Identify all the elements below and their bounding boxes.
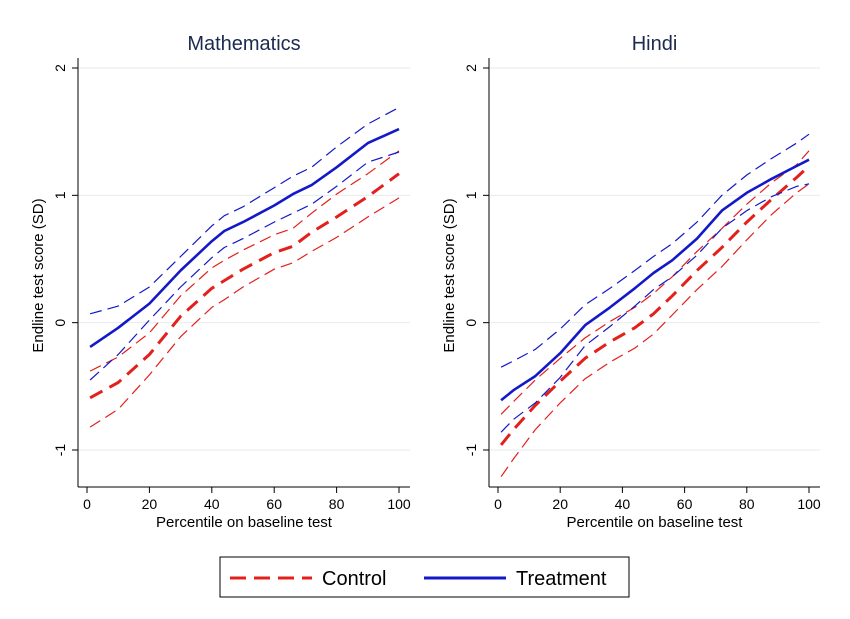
legend-label-control: Control	[322, 568, 386, 590]
y-tick-label: 2	[52, 64, 68, 72]
x-tick-label: 40	[204, 496, 220, 512]
x-tick-label: 100	[387, 496, 411, 512]
y-tick-label: 2	[463, 64, 479, 72]
legend-label-treatment: Treatment	[516, 568, 607, 590]
y-tick-label: -1	[463, 444, 479, 457]
x-tick-label: 20	[142, 496, 158, 512]
control-ci-band-line	[89, 150, 400, 372]
x-tick-label: 80	[739, 496, 755, 512]
treatment-ci-band-line	[500, 133, 810, 368]
control-line	[499, 164, 811, 446]
y-tick-label: 1	[463, 191, 479, 199]
treatment-ci-band-line	[500, 183, 810, 433]
control-ci-band-line	[500, 150, 810, 415]
y-axis-title: Endline test score (SD)	[441, 198, 458, 352]
x-tick-label: 100	[797, 496, 821, 512]
x-tick-label: 0	[494, 496, 502, 512]
treatment-ci-band-line	[89, 106, 400, 315]
x-tick-label: 60	[266, 496, 282, 512]
y-tick-label: 1	[52, 191, 68, 199]
control-line	[89, 172, 400, 400]
y-tick-label: -1	[52, 444, 68, 457]
y-tick-label: 0	[52, 319, 68, 327]
x-axis-title: Percentile on baseline test	[156, 514, 333, 531]
x-tick-label: 60	[677, 496, 693, 512]
x-tick-label: 0	[83, 496, 91, 512]
x-tick-label: 80	[329, 496, 345, 512]
treatment-line	[89, 127, 400, 348]
x-tick-label: 40	[615, 496, 631, 512]
control-ci-band-line	[500, 183, 810, 478]
y-tick-label: 0	[463, 319, 479, 327]
panel-title: Hindi	[632, 33, 678, 55]
x-axis-title: Percentile on baseline test	[567, 514, 744, 531]
treatment-ci-band-line	[89, 151, 400, 381]
x-tick-label: 20	[552, 496, 568, 512]
y-axis-title: Endline test score (SD)	[30, 198, 47, 352]
panel-title: Mathematics	[187, 33, 300, 55]
control-ci-band-line	[89, 197, 400, 428]
legend: Control Treatment	[219, 556, 630, 598]
treatment-line	[500, 158, 810, 402]
